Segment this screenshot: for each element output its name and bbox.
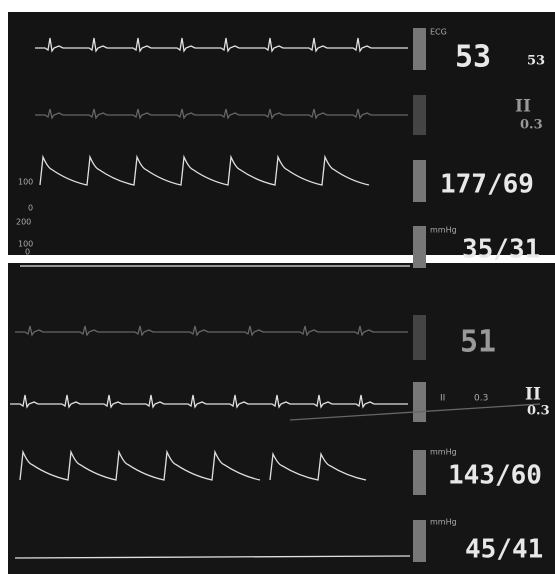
lead: II xyxy=(515,97,531,117)
pap-scale: 0 xyxy=(25,248,30,257)
waveform xyxy=(14,555,411,559)
art-pressure: 143/60 xyxy=(448,461,542,491)
top-screen xyxy=(8,12,555,255)
pap-pressure: 35/31 xyxy=(462,235,540,265)
waveform xyxy=(35,37,408,53)
pap-unit: mmHg xyxy=(430,518,457,527)
waveform xyxy=(35,108,408,120)
art-scale: 100 xyxy=(18,178,33,187)
pap-scale: 200 xyxy=(16,218,31,227)
lead: II xyxy=(525,385,541,405)
waveform xyxy=(269,451,367,481)
waveform xyxy=(39,154,370,186)
gain: 0.3 xyxy=(520,118,543,133)
art-pressure: 177/69 xyxy=(440,170,534,200)
waveform xyxy=(19,449,261,481)
pap-scale: 100 xyxy=(18,240,33,249)
gain: 0.3 xyxy=(527,404,550,419)
pap-pressure: 45/41 xyxy=(465,535,543,565)
lead-small: II xyxy=(440,394,445,404)
waveform xyxy=(10,394,408,409)
heart-rate-small: 53 xyxy=(527,54,545,69)
channel-tabs xyxy=(413,28,426,562)
waveform xyxy=(15,325,408,337)
waveforms xyxy=(10,37,541,559)
gain-small: 0.3 xyxy=(474,394,488,404)
heart-rate: 51 xyxy=(460,325,496,360)
heart-rate: 53 xyxy=(455,40,491,75)
art-unit: mmHg xyxy=(430,448,457,457)
art-scale: 0 xyxy=(28,204,33,213)
pap-unit: mmHg xyxy=(430,226,457,235)
ecg-label: ECG xyxy=(430,28,447,37)
waveform xyxy=(289,403,541,421)
bottom-screen xyxy=(8,263,555,574)
